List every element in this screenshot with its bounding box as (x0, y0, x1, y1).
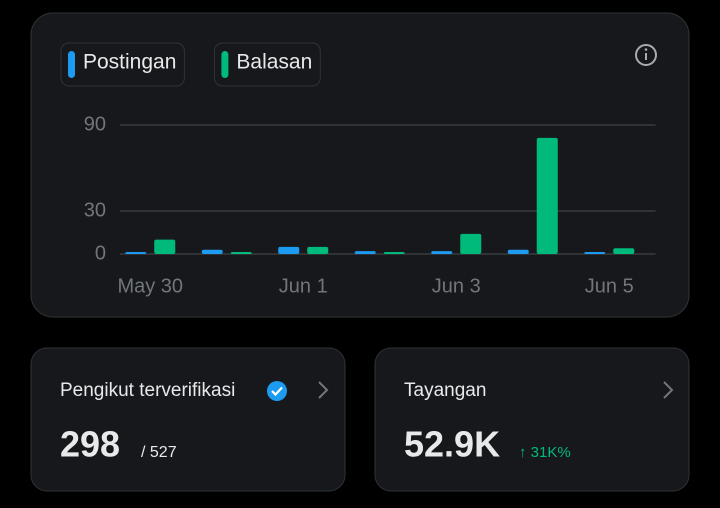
legend-swatch (221, 51, 229, 78)
bar (354, 251, 376, 254)
card[interactable] (30, 347, 346, 492)
plot: 0 30 90 May 30 Jun 1 Jun 3 Jun 5 (84, 113, 656, 297)
bar (307, 246, 329, 254)
legend-item[interactable] (213, 42, 321, 87)
y-tick-label: 30 (84, 199, 106, 221)
legend-item[interactable] (60, 42, 185, 87)
x-tick-label: Jun 1 (279, 275, 328, 297)
bar (125, 252, 147, 254)
card-title: Tayangan (404, 380, 486, 401)
bar (154, 239, 176, 254)
card-total: / 527 (141, 444, 177, 461)
card-value: 52.9K (404, 424, 500, 465)
chart-card (30, 12, 690, 318)
x-tick-label: May 30 (117, 275, 183, 297)
card[interactable] (374, 347, 690, 492)
bar (507, 249, 529, 254)
bar (278, 246, 300, 254)
verified-badge (267, 381, 287, 401)
y-tick-label: 90 (84, 113, 106, 135)
bar (201, 249, 223, 254)
verified-check (271, 386, 283, 397)
bar (536, 137, 558, 254)
card-change: ↑ 31K% (519, 444, 571, 461)
legend-label: Postingan (83, 51, 176, 74)
x-tick-label: Jun 3 (432, 275, 481, 297)
chevron (318, 381, 329, 399)
legend: Postingan Balasan (60, 42, 321, 87)
bar (230, 252, 252, 254)
bar (460, 233, 482, 254)
x-tick-label: Jun 5 (585, 275, 634, 297)
card-title: Pengikut terverifikasi (60, 380, 235, 401)
info-icon-dot (644, 48, 648, 51)
card-value: 298 (60, 424, 120, 465)
bar (431, 251, 453, 254)
bar (613, 248, 635, 254)
bar (584, 252, 606, 254)
legend-label: Balasan (236, 51, 312, 74)
chevron (663, 381, 674, 399)
bar (383, 252, 405, 254)
legend-swatch (68, 51, 75, 78)
y-tick-label: 0 (95, 242, 106, 264)
info-icon[interactable] (635, 44, 657, 66)
